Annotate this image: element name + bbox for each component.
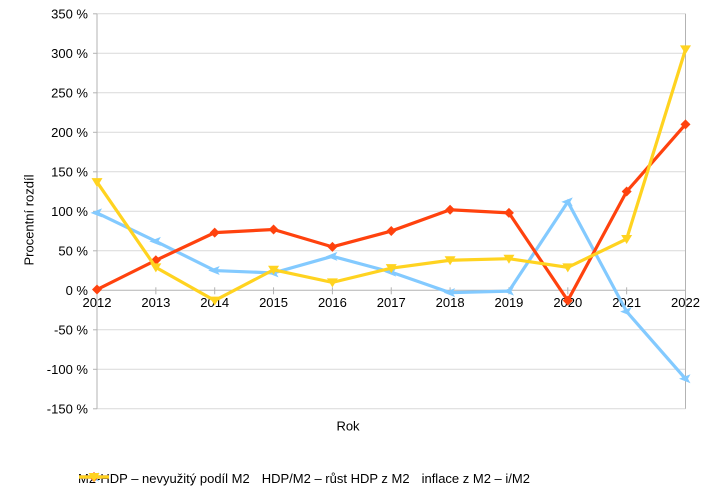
- y-tick-label: -150 %: [47, 401, 89, 416]
- legend-label: inflace z M2 – i/M2: [421, 471, 530, 486]
- arrow-left-marker: [561, 197, 573, 207]
- triangle-down-marker: [621, 234, 633, 244]
- y-axis-title: Procentní rozdíl: [21, 174, 37, 266]
- legend-item-1: HDP/M2 – růst HDP z M2: [79, 471, 410, 486]
- triangle-down-marker: [562, 263, 574, 273]
- x-tick-label: 2022: [671, 295, 700, 310]
- series-line-2: [95, 47, 688, 303]
- x-axis-title: Rok: [336, 418, 360, 434]
- triangle-down-marker: [385, 264, 397, 274]
- triangle-down-marker: [88, 473, 100, 482]
- triangle-down-marker: [91, 178, 103, 188]
- y-tick-label: 300 %: [51, 46, 88, 61]
- x-tick-label: 2018: [436, 295, 465, 310]
- triangle-down-marker: [680, 45, 691, 55]
- triangle-down-marker: [209, 296, 221, 306]
- y-tick-label: 0 %: [66, 283, 89, 298]
- legend-item-2: inflace z M2 – i/M2: [79, 471, 530, 486]
- diamond-marker: [386, 226, 397, 237]
- x-tick-label: 2016: [318, 295, 347, 310]
- diamond-marker: [445, 204, 456, 215]
- arrow-left-marker: [90, 208, 102, 218]
- x-tick-label: 2012: [83, 295, 112, 310]
- series-2: [91, 45, 691, 306]
- arrow-left-marker: [149, 236, 161, 246]
- y-tick-label: -50 %: [54, 322, 88, 337]
- diamond-marker: [327, 241, 338, 252]
- legend-label: M2-HDP – nevyužitý podíl M2: [78, 471, 250, 486]
- x-tick-label: 2013: [141, 295, 170, 310]
- diamond-marker: [621, 186, 632, 197]
- y-tick-label: 150 %: [51, 164, 88, 179]
- diamond-marker: [92, 284, 102, 295]
- y-tick-label: 200 %: [51, 125, 88, 140]
- diamond-marker: [503, 207, 514, 218]
- legend-swatch-triangle-down-icon: [79, 473, 109, 482]
- diamond-marker: [268, 224, 279, 235]
- y-tick-label: 50 %: [58, 243, 88, 258]
- arrow-left-marker: [502, 286, 514, 296]
- diamond-marker: [209, 227, 220, 238]
- arrow-left-marker: [620, 307, 632, 317]
- y-tick-label: 100 %: [51, 204, 88, 219]
- arrow-left-marker: [679, 374, 691, 384]
- y-tick-label: 350 %: [51, 6, 88, 21]
- series-1: [92, 119, 691, 306]
- x-tick-label: 2021: [612, 295, 641, 310]
- x-tick-label: 2017: [377, 295, 406, 310]
- arrow-left-marker: [384, 267, 397, 277]
- y-tick-label: -100 %: [47, 362, 89, 377]
- triangle-down-marker: [150, 263, 162, 273]
- triangle-down-marker: [503, 254, 515, 264]
- legend-label: HDP/M2 – růst HDP z M2: [261, 471, 410, 486]
- diamond-marker: [562, 295, 573, 306]
- arrow-left-marker: [208, 266, 220, 276]
- diamond-marker: [680, 119, 691, 130]
- triangle-down-marker: [268, 265, 280, 275]
- triangle-down-marker: [326, 278, 338, 288]
- gridlines: 350 % 300 % 250 % 200 % 150 % 100 % 50 % 0 % -50…: [47, 6, 686, 416]
- arrow-left-marker: [325, 251, 338, 261]
- y-tick-label: 250 %: [51, 85, 88, 100]
- triangle-down-marker: [444, 256, 456, 266]
- arrow-left-marker: [443, 288, 456, 298]
- x-tick-label: 2019: [494, 295, 523, 310]
- legend: M2-HDP – nevyužitý podíl M2 HDP/M2 – růst…: [78, 471, 530, 486]
- x-tick-label: 2015: [259, 295, 288, 310]
